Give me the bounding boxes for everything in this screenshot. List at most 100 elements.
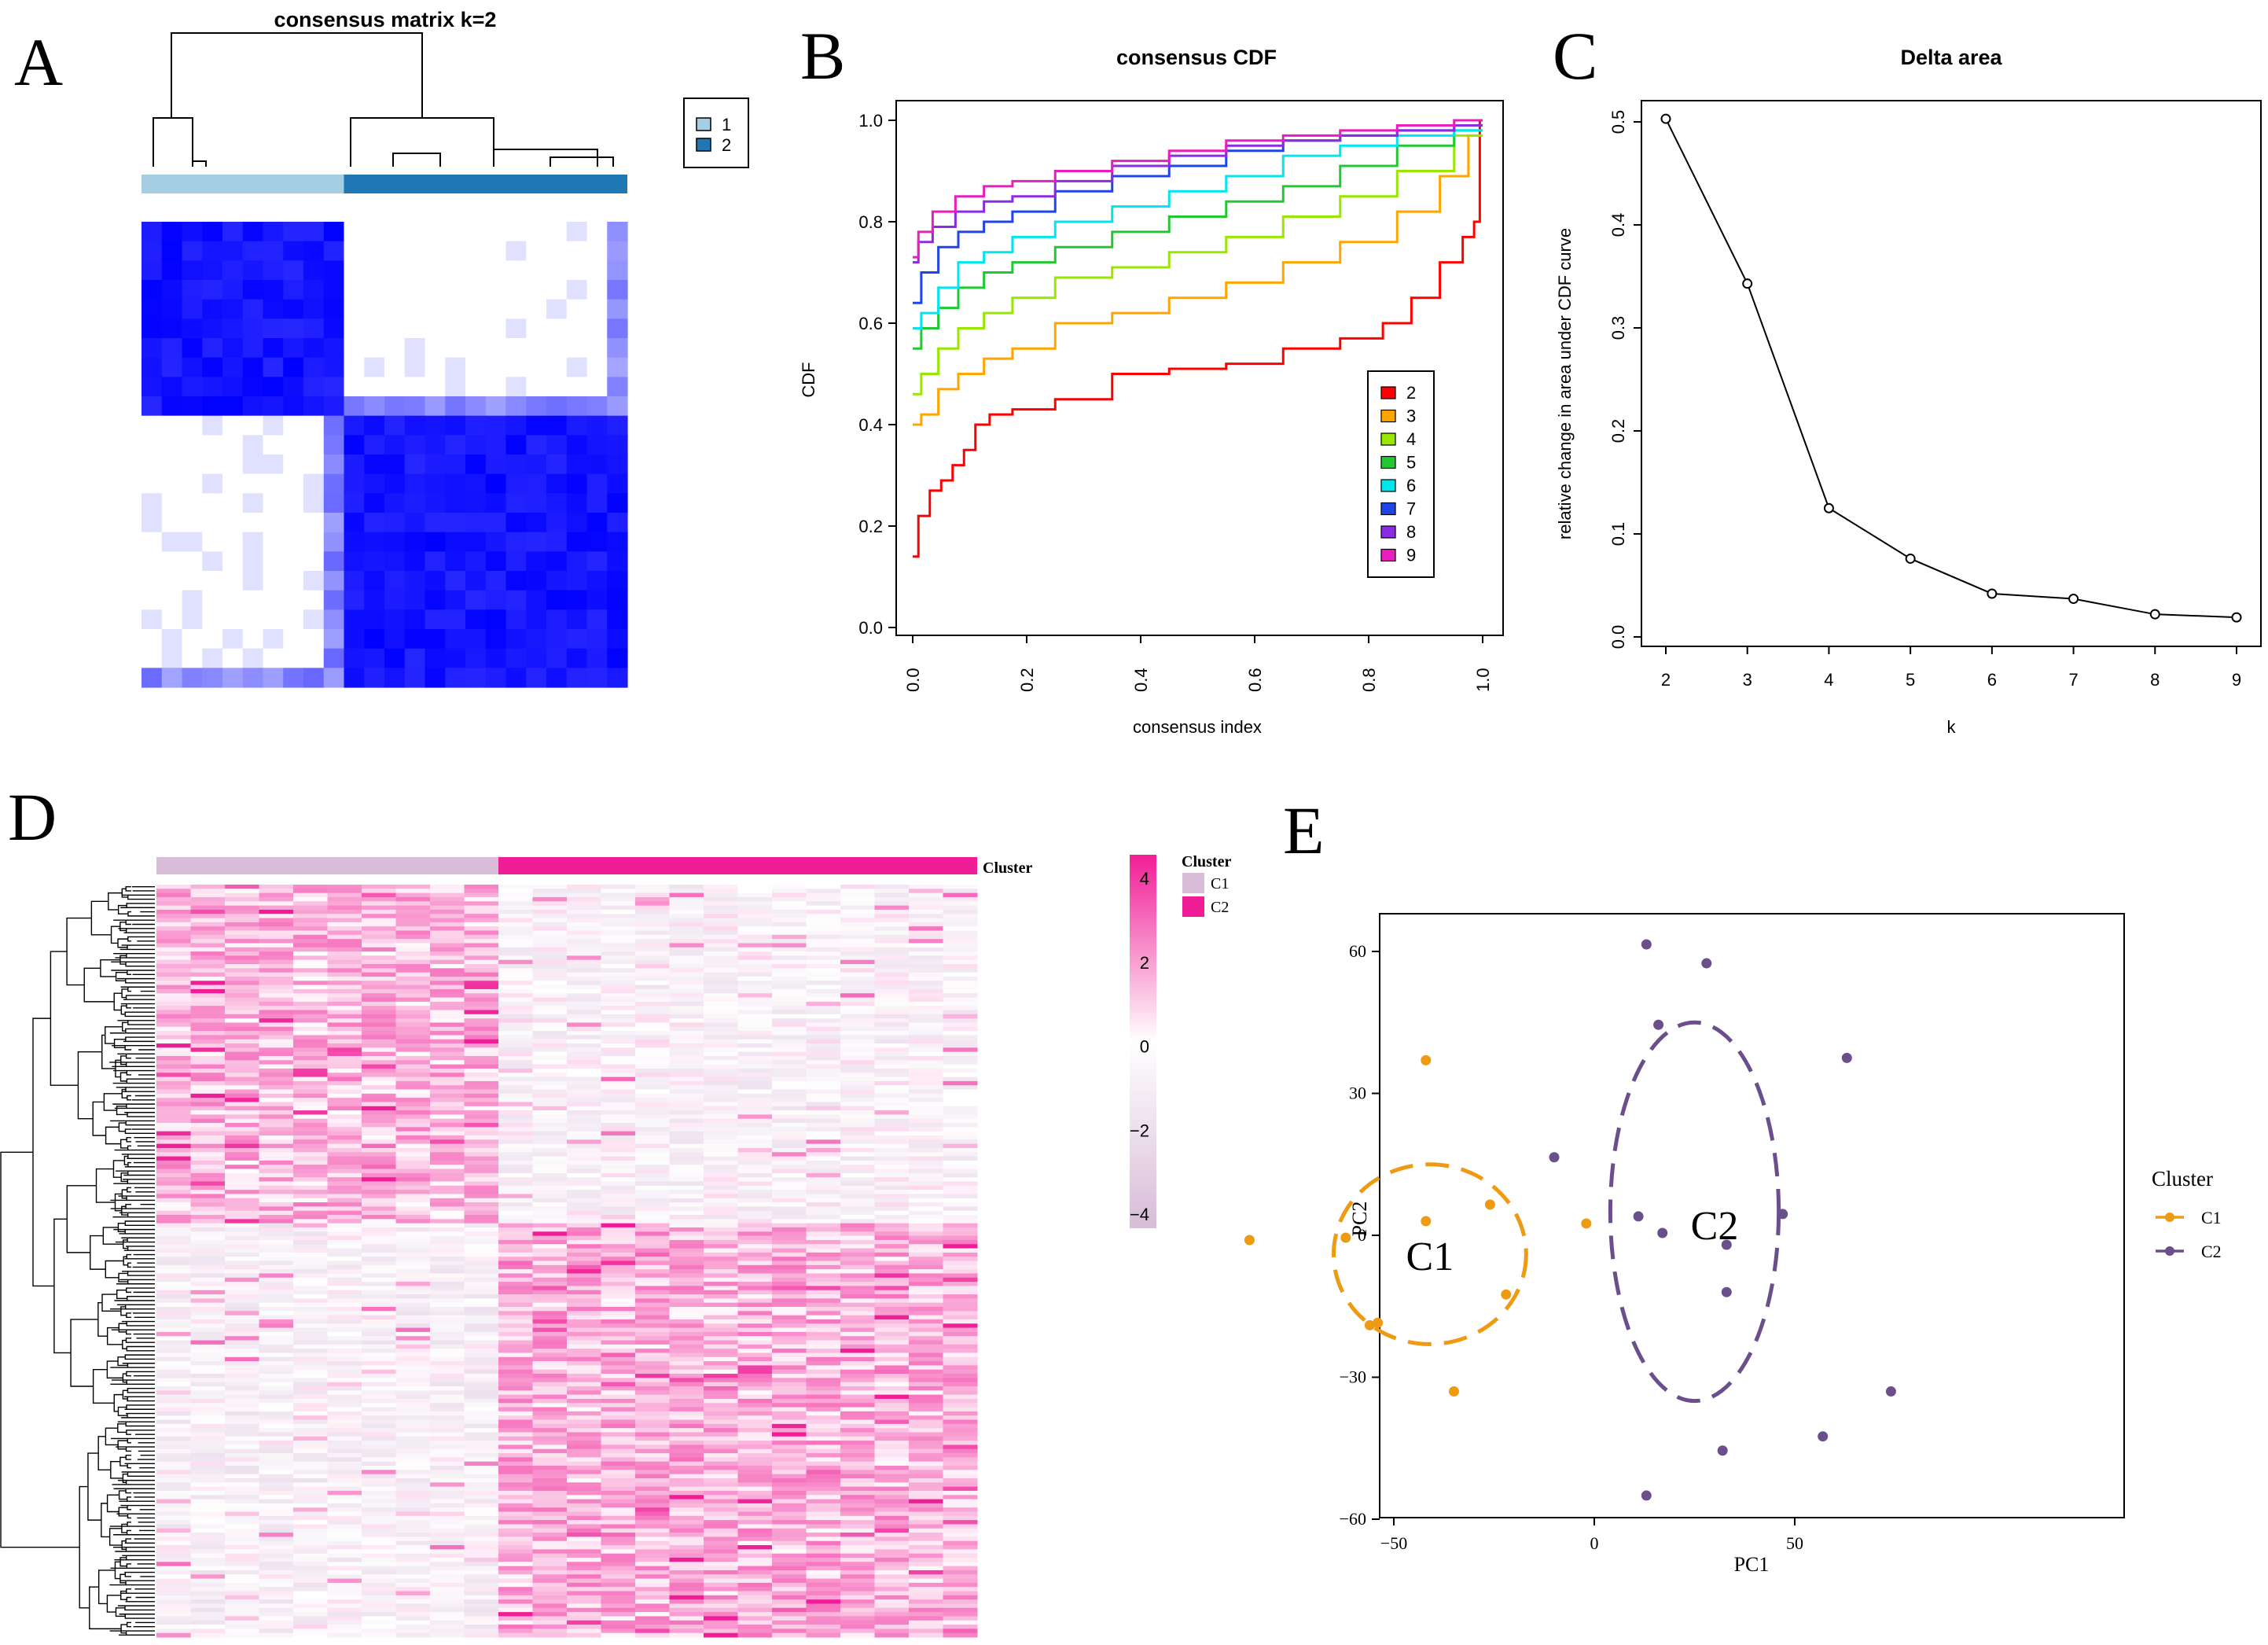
heatmap-cell xyxy=(601,1190,636,1194)
heatmap-cell xyxy=(806,1340,841,1345)
heatmap-cell xyxy=(909,1177,943,1182)
heatmap-cell xyxy=(362,1436,396,1441)
heatmap-cell xyxy=(498,951,533,956)
heatmap-cell xyxy=(327,930,362,936)
heatmap-cell xyxy=(567,1411,601,1416)
matrix-cell xyxy=(485,377,507,397)
heatmap-cell xyxy=(532,1574,568,1580)
heatmap-cell xyxy=(943,1620,978,1625)
heatmap-cell xyxy=(362,1356,396,1362)
heatmap-cell xyxy=(225,1490,259,1496)
heatmap-cell xyxy=(567,1055,601,1061)
heatmap-cell xyxy=(909,1536,943,1542)
heatmap-cell xyxy=(395,1470,431,1475)
heatmap-cell xyxy=(430,1378,465,1383)
heatmap-cell xyxy=(635,1394,670,1400)
matrix-cell xyxy=(161,280,183,300)
heatmap-cell xyxy=(567,1466,601,1470)
matrix-cell xyxy=(303,609,325,630)
heatmap-cell xyxy=(259,1628,294,1634)
heatmap-cell xyxy=(225,1466,259,1470)
heatmap-cell xyxy=(156,1152,191,1157)
heatmap-cell xyxy=(567,1612,601,1617)
heatmap-cell xyxy=(225,1257,259,1261)
heatmap-cell xyxy=(909,909,943,915)
heatmap-cell xyxy=(704,1231,738,1237)
heatmap-cell xyxy=(156,1444,191,1450)
heatmap-cell xyxy=(840,1223,875,1228)
heatmap-cell xyxy=(190,1432,226,1437)
heatmap-cell xyxy=(669,1147,704,1153)
heatmap-cell xyxy=(498,1315,533,1320)
heatmap-cell xyxy=(395,1135,431,1140)
heatmap-cell xyxy=(259,1603,294,1609)
matrix-cell xyxy=(142,513,163,533)
heatmap-cell xyxy=(704,1315,738,1320)
heatmap-cell xyxy=(498,1210,533,1216)
heatmap-cell xyxy=(430,1599,465,1604)
heatmap-cell xyxy=(704,939,738,944)
heatmap-cell xyxy=(669,1323,704,1329)
heatmap-cell xyxy=(669,901,704,907)
heatmap-cell xyxy=(293,1273,328,1279)
heatmap-cell xyxy=(259,1553,294,1559)
heatmap-cell xyxy=(532,1331,568,1337)
heatmap-cell xyxy=(669,1486,704,1492)
heatmap-cell xyxy=(840,934,875,940)
heatmap-cell xyxy=(806,981,841,986)
heatmap-cell xyxy=(156,1595,191,1600)
matrix-cell xyxy=(182,280,203,300)
heatmap-cell xyxy=(635,1419,670,1425)
matrix-cell xyxy=(445,551,466,572)
heatmap-cell xyxy=(943,1553,978,1559)
panel-label-c: C xyxy=(1553,18,1597,94)
heatmap-cell xyxy=(567,892,601,898)
heatmap-cell xyxy=(190,1185,226,1191)
heatmap-cell xyxy=(156,1369,191,1375)
heatmap-cell xyxy=(772,892,807,898)
heatmap-cell xyxy=(532,1257,568,1261)
heatmap-cell xyxy=(259,1407,294,1412)
heatmap-cell xyxy=(156,1612,191,1617)
heatmap-cell xyxy=(567,955,601,961)
heatmap-cell xyxy=(874,1533,910,1537)
matrix-cell xyxy=(222,648,244,668)
heatmap-cell xyxy=(327,1591,362,1596)
heatmap-cell xyxy=(943,981,978,986)
matrix-cell xyxy=(142,241,163,261)
heatmap-cell xyxy=(327,1582,362,1588)
heatmap-cell xyxy=(806,1352,841,1358)
heatmap-cell xyxy=(498,1495,533,1500)
matrix-cell xyxy=(505,357,527,377)
heatmap-cell xyxy=(874,930,910,936)
heatmap-cell xyxy=(567,1264,601,1270)
y-tick-label: 1.0 xyxy=(858,111,883,131)
heatmap-cell xyxy=(874,1620,910,1625)
matrix-cell xyxy=(526,648,547,668)
matrix-cell xyxy=(263,222,284,242)
heatmap-cell xyxy=(259,1386,294,1391)
heatmap-cell xyxy=(601,1628,636,1634)
heatmap-cell xyxy=(737,1536,773,1542)
heatmap-cell xyxy=(669,1374,704,1378)
heatmap-cell xyxy=(327,1378,362,1383)
heatmap-cell xyxy=(464,1127,499,1132)
matrix-cell xyxy=(425,532,446,552)
heatmap-cell xyxy=(190,976,226,981)
heatmap-cell xyxy=(430,1533,465,1537)
matrix-cell xyxy=(283,609,304,630)
heatmap-cell xyxy=(362,889,396,894)
heatmap-cell xyxy=(190,1219,226,1224)
heatmap-cell xyxy=(704,1553,738,1559)
heatmap-cell xyxy=(840,1356,875,1362)
heatmap-cell xyxy=(601,1156,636,1161)
heatmap-cell xyxy=(704,1607,738,1613)
matrix-cell xyxy=(142,493,163,513)
heatmap-cell xyxy=(567,1168,601,1174)
heatmap-cell xyxy=(943,1244,978,1249)
heatmap-cell xyxy=(190,1582,226,1588)
heatmap-cell xyxy=(943,1123,978,1128)
heatmap-cell xyxy=(293,1035,328,1040)
matrix-cell xyxy=(303,571,325,591)
heatmap-cell xyxy=(430,1327,465,1333)
